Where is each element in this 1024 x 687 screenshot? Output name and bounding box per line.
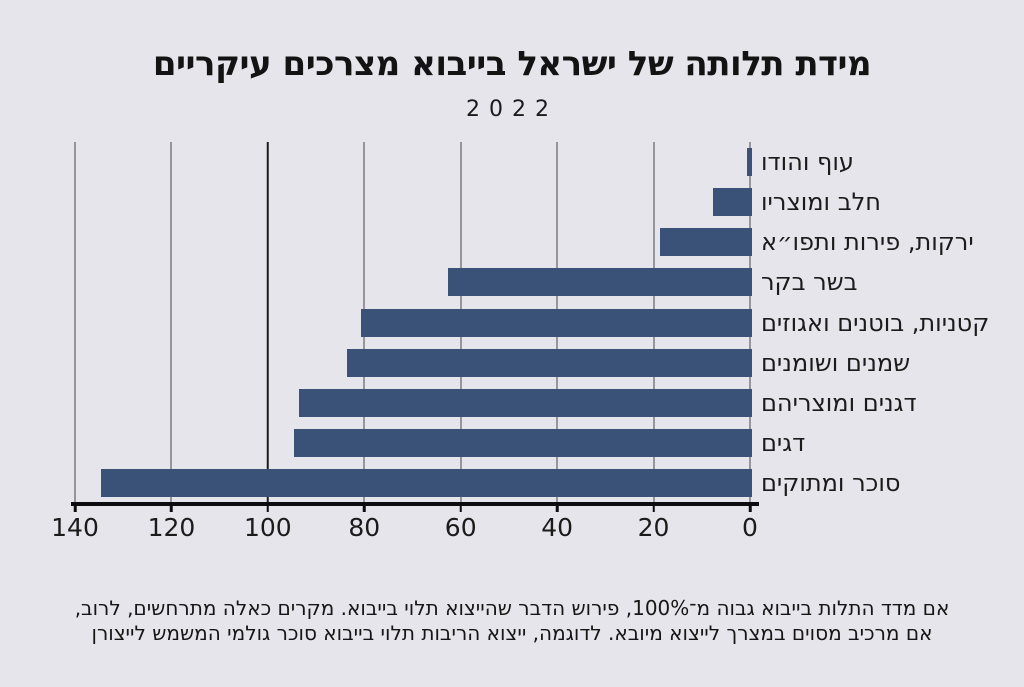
bar-category-label: דגנים ומוצריהם [761,388,917,417]
x-axis-ticks: 140 120 100 80 60 40 20 0 [51,506,758,546]
grid-line [74,142,76,503]
bar-category-label: קטניות, בוטנים ואגוזים [761,308,990,337]
x-tick-label: 20 [637,513,670,542]
chart-subtitle: 2022 [466,97,558,122]
bar [101,468,752,497]
bar-category-label: שמנים ושומנים [761,348,911,377]
tick-mark [266,506,270,512]
bar [713,188,752,217]
tick-mark [748,506,752,512]
tick-mark [363,506,366,512]
bar-category-label: בשר בקר [761,268,858,297]
tick-mark [555,506,559,512]
x-tick-label: 140 [51,513,99,542]
reference-grid-line [266,142,270,503]
grid-line [170,142,173,503]
bar-category-label: דגים [761,428,806,457]
bar [361,308,752,337]
bar [747,148,752,177]
tick-mark [652,506,655,512]
tick-mark [73,506,77,512]
bar [347,348,752,377]
bar [660,228,752,257]
chart-title: מידת תלותה של ישראל בייבוא מצרכים עיקריי… [152,44,872,84]
bar [298,388,752,417]
bar-category-label: חלב ומוצריו [761,188,881,217]
x-tick-label: 120 [147,513,196,542]
x-tick-label: 100 [243,513,292,542]
plot-area [74,142,752,503]
bar-category-label: סוכר ומתוקים [761,468,901,497]
category-labels: עוף והודו חלב ומוצריו ירקות, פירות ותפו״א ב… [761,142,1024,503]
tick-mark [170,506,173,512]
footnote-line-2: אם מרכיב מסוים במצרך לייצוא מיובא. לדוגמ… [91,621,933,645]
x-tick-label: 60 [444,513,477,542]
footnote: אם מדד התלות בייבוא גבוה מ־100%, פירוש ה… [32,596,992,646]
x-tick-label: 80 [348,513,381,542]
bar-category-label: ירקות, פירות ותפו״א [761,228,974,257]
x-tick-label: 40 [541,513,574,542]
bar [293,428,752,457]
x-axis-line [71,502,759,506]
bar [448,268,752,297]
x-tick-label: 0 [742,513,758,542]
bar-category-label: עוף והודו [761,148,854,177]
tick-mark [459,506,462,512]
footnote-line-1: אם מדד התלות בייבוא גבוה מ־100%, פירוש ה… [74,596,950,620]
